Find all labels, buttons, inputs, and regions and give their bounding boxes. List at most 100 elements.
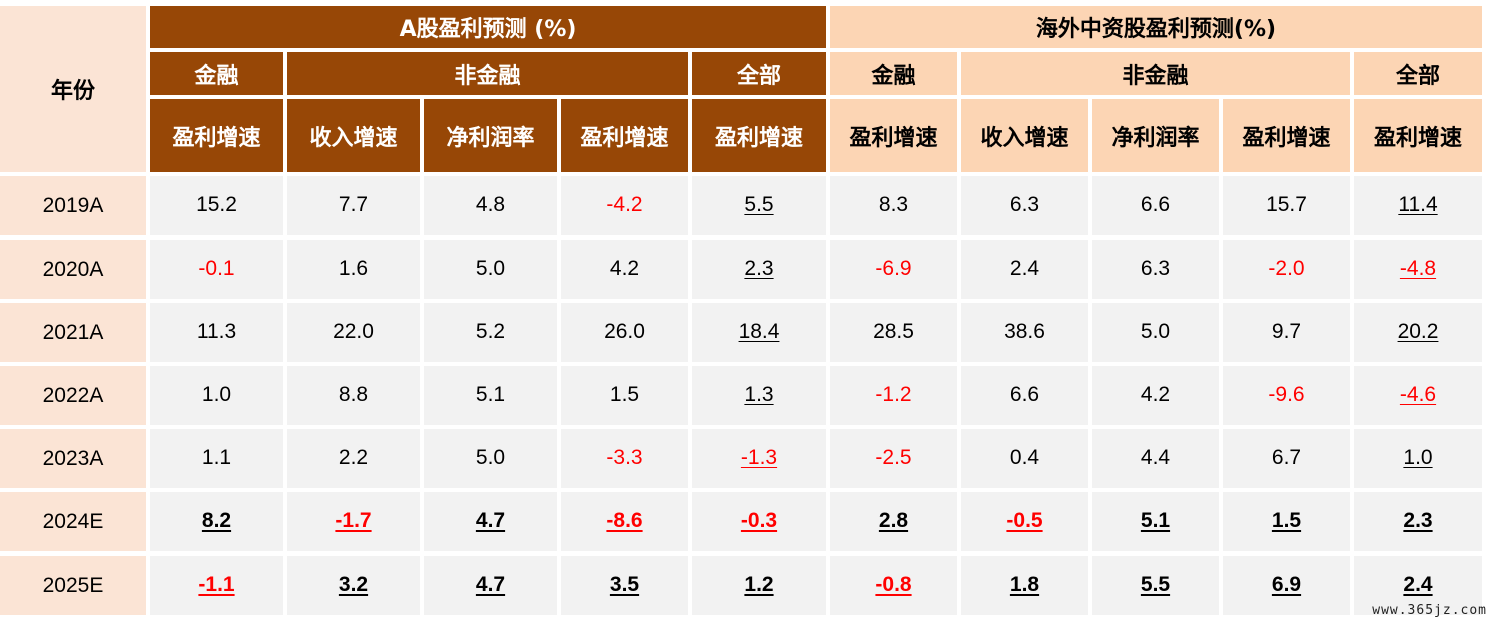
table-cell: 5.1 bbox=[424, 366, 557, 425]
cell-value: -0.3 bbox=[740, 509, 778, 533]
cell-value: 0.4 bbox=[1009, 446, 1040, 470]
table-cell: 8.3 bbox=[830, 176, 957, 235]
cell-value: 5.1 bbox=[475, 383, 506, 407]
table-cell: 5.5 bbox=[1092, 556, 1219, 615]
cell-value: 5.1 bbox=[1140, 509, 1171, 533]
cell-value: -0.1 bbox=[198, 257, 235, 281]
table-cell: -1.2 bbox=[830, 366, 957, 425]
overseas-nonfin-revenue-growth-header: 收入增速 bbox=[961, 99, 1088, 172]
table-cell: 5.1 bbox=[1092, 492, 1219, 551]
cell-value: -4.2 bbox=[606, 193, 643, 217]
cell-value: 8.8 bbox=[338, 383, 369, 407]
table-cell: -2.5 bbox=[830, 429, 957, 488]
table-cell: 2.4 bbox=[1354, 556, 1482, 615]
cell-value: 6.3 bbox=[1140, 257, 1171, 281]
cell-value: 4.4 bbox=[1140, 446, 1171, 470]
cell-value: -9.6 bbox=[1268, 383, 1305, 407]
table-cell: 6.6 bbox=[1092, 176, 1219, 235]
cell-value: 1.8 bbox=[1009, 573, 1040, 597]
cell-value: 18.4 bbox=[738, 320, 780, 344]
cell-value: -1.1 bbox=[198, 573, 235, 597]
year-cell: 2023A bbox=[0, 429, 146, 488]
cell-value: 20.2 bbox=[1397, 320, 1439, 344]
cell-value: 2.3 bbox=[1403, 509, 1433, 533]
table-cell: -4.2 bbox=[561, 176, 688, 235]
cell-value: 6.6 bbox=[1140, 193, 1171, 217]
table-cell: 20.2 bbox=[1354, 303, 1482, 362]
cell-value: -3.3 bbox=[606, 446, 643, 470]
cell-value: -4.8 bbox=[1399, 257, 1437, 281]
table-cell: 1.5 bbox=[1223, 492, 1350, 551]
table-cell: 38.6 bbox=[961, 303, 1088, 362]
cell-value: 22.0 bbox=[333, 320, 374, 344]
cell-value: 28.5 bbox=[873, 320, 914, 344]
cell-value: 2.4 bbox=[1009, 257, 1040, 281]
table-cell: -9.6 bbox=[1223, 366, 1350, 425]
cell-value: 4.7 bbox=[475, 573, 506, 597]
cell-value: 2.3 bbox=[744, 257, 774, 281]
table-cell: 8.8 bbox=[287, 366, 420, 425]
table-cell: 1.5 bbox=[561, 366, 688, 425]
table-cell: 5.0 bbox=[424, 429, 557, 488]
table-cell: 4.7 bbox=[424, 492, 557, 551]
table-cell: 8.2 bbox=[150, 492, 283, 551]
table-cell: 3.5 bbox=[561, 556, 688, 615]
year-cell: 2025E bbox=[0, 556, 146, 615]
table-cell: 5.0 bbox=[1092, 303, 1219, 362]
cell-value: -0.5 bbox=[1006, 509, 1043, 533]
cell-value: -4.6 bbox=[1399, 383, 1437, 407]
cell-value: 2.2 bbox=[338, 446, 369, 470]
table-cell: -0.3 bbox=[692, 492, 826, 551]
table-cell: -0.5 bbox=[961, 492, 1088, 551]
table-cell: -0.1 bbox=[150, 240, 283, 299]
table-cell: 18.4 bbox=[692, 303, 826, 362]
cell-value: 3.5 bbox=[609, 573, 640, 597]
table-cell: -6.9 bbox=[830, 240, 957, 299]
cell-value: 4.7 bbox=[475, 509, 506, 533]
cell-value: 5.0 bbox=[475, 446, 506, 470]
table-cell: 11.3 bbox=[150, 303, 283, 362]
table-cell: -1.1 bbox=[150, 556, 283, 615]
overseas-nonfin-net-margin-header: 净利润率 bbox=[1092, 99, 1219, 172]
cell-value: 4.2 bbox=[1140, 383, 1171, 407]
a-nonfin-revenue-growth-header: 收入增速 bbox=[287, 99, 420, 172]
year-cell: 2022A bbox=[0, 366, 146, 425]
table-cell: 26.0 bbox=[561, 303, 688, 362]
cell-value: 38.6 bbox=[1004, 320, 1045, 344]
table-cell: 15.2 bbox=[150, 176, 283, 235]
cell-value: 11.3 bbox=[196, 320, 237, 344]
table-cell: 6.3 bbox=[961, 176, 1088, 235]
table-cell: 4.2 bbox=[1092, 366, 1219, 425]
cell-value: 1.0 bbox=[201, 383, 232, 407]
overseas-all-profit-growth-header: 盈利增速 bbox=[1354, 99, 1482, 172]
overseas-financial-header: 金融 bbox=[830, 52, 957, 95]
a-financial-profit-growth-header: 盈利增速 bbox=[150, 99, 283, 172]
a-financial-header: 金融 bbox=[150, 52, 283, 95]
year-cell: 2024E bbox=[0, 492, 146, 551]
cell-value: 7.7 bbox=[338, 193, 369, 217]
cell-value: 9.7 bbox=[1271, 320, 1302, 344]
a-nonfin-profit-growth-header: 盈利增速 bbox=[561, 99, 688, 172]
table-cell: 2.3 bbox=[1354, 492, 1482, 551]
table-cell: 15.7 bbox=[1223, 176, 1350, 235]
cell-value: 2.8 bbox=[878, 509, 909, 533]
cell-value: 15.2 bbox=[196, 193, 237, 217]
cell-value: 8.2 bbox=[201, 509, 232, 533]
table-cell: 7.7 bbox=[287, 176, 420, 235]
table-cell: 1.1 bbox=[150, 429, 283, 488]
table-cell: 5.0 bbox=[424, 240, 557, 299]
cell-value: 6.7 bbox=[1271, 446, 1302, 470]
table-cell: 4.2 bbox=[561, 240, 688, 299]
cell-value: 8.3 bbox=[878, 193, 909, 217]
a-share-forecast-header: A股盈利预测 (%) bbox=[150, 6, 826, 48]
table-cell: -4.6 bbox=[1354, 366, 1482, 425]
year-cell: 2020A bbox=[0, 240, 146, 299]
table-cell: 28.5 bbox=[830, 303, 957, 362]
table-cell: -2.0 bbox=[1223, 240, 1350, 299]
table-cell: 2.8 bbox=[830, 492, 957, 551]
table-cell: 6.6 bbox=[961, 366, 1088, 425]
table-cell: 2.2 bbox=[287, 429, 420, 488]
cell-value: -2.5 bbox=[875, 446, 912, 470]
cell-value: 4.2 bbox=[609, 257, 640, 281]
cell-value: -6.9 bbox=[875, 257, 912, 281]
